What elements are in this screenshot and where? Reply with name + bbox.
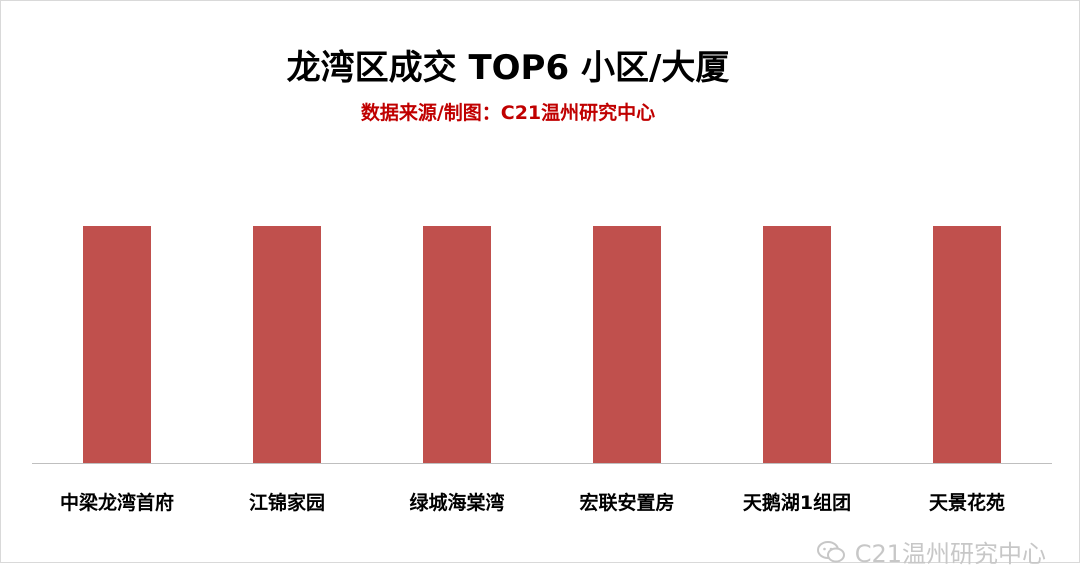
watermark-text: C21温州研究中心: [854, 540, 1046, 568]
bar-3: [423, 226, 491, 463]
category-label: 中梁龙湾首府: [60, 491, 174, 514]
category-label: 江锦家园: [249, 491, 325, 514]
chart-title: 龙湾区成交 TOP6 小区/大厦: [286, 48, 730, 88]
bar-2: [253, 226, 321, 463]
category-label: 天景花苑: [929, 491, 1005, 514]
wechat-icon: [816, 540, 845, 562]
bar-6: [933, 226, 1001, 463]
bar-5: [763, 226, 831, 463]
chart-subtitle: 数据来源/制图：C21温州研究中心: [360, 102, 656, 124]
category-label: 宏联安置房: [579, 491, 674, 514]
bar-1: [83, 226, 151, 463]
category-label: 绿城海棠湾: [409, 491, 504, 514]
bar-4: [593, 226, 661, 463]
watermark: C21温州研究中心: [816, 534, 1046, 569]
category-label: 天鹅湖1组团: [743, 491, 851, 514]
